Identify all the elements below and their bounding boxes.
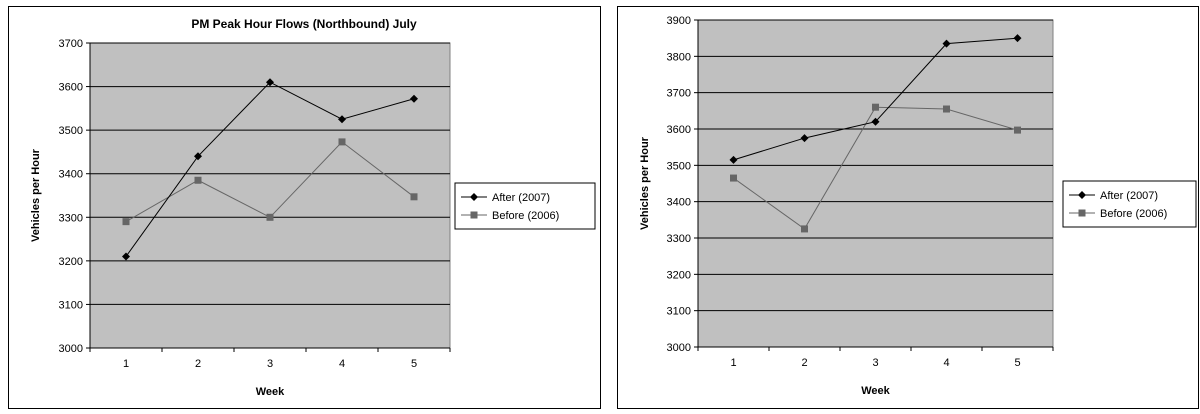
pm-peak-chart: PM Peak Hour Flows (Northbound) July 3000… xyxy=(30,17,596,398)
y-tick-label: 3300 xyxy=(667,233,691,245)
data-point-after xyxy=(942,39,951,48)
chart-title: PM Peak Hour Flows (Northbound) July xyxy=(191,17,417,31)
data-point-after xyxy=(871,117,880,126)
y-tick-label: 3400 xyxy=(667,197,691,209)
x-axis-title: Week xyxy=(256,386,285,398)
data-point-before xyxy=(801,225,808,233)
y-tick-label: 3100 xyxy=(667,306,691,318)
legend-box xyxy=(1062,180,1197,228)
x-tick-label: 5 xyxy=(411,358,417,370)
x-tick-label: 4 xyxy=(339,358,345,370)
chart-panel-am-southbound: AM Peak Hour Flows (Southbound) July3000… xyxy=(617,6,1199,409)
y-axis-title: Vehicles per Hour xyxy=(30,148,42,242)
y-tick-label: 3200 xyxy=(667,269,691,281)
y-tick-label: 3300 xyxy=(59,212,83,224)
data-point-before xyxy=(194,176,202,184)
y-tick-label: 3600 xyxy=(59,82,83,94)
data-point-before xyxy=(122,218,130,226)
data-point-after xyxy=(800,134,809,143)
plot-area xyxy=(89,42,451,349)
data-point-after xyxy=(194,152,202,161)
data-point-before xyxy=(943,105,950,113)
data-point-before xyxy=(410,193,418,201)
y-tick-label: 3900 xyxy=(667,15,691,27)
legend-marker-diamond xyxy=(1078,191,1086,199)
x-tick-label: 3 xyxy=(872,357,878,369)
plot-area xyxy=(697,19,1054,348)
x-tick-label: 2 xyxy=(195,358,201,370)
y-axis-title: Vehicles per Hour xyxy=(639,136,651,230)
y-tick-label: 3500 xyxy=(59,125,83,137)
data-point-after xyxy=(122,252,130,261)
x-axis-title: Week xyxy=(861,385,890,397)
data-point-after xyxy=(729,155,738,164)
y-tick-label: 3700 xyxy=(667,88,691,100)
data-point-before xyxy=(338,138,346,146)
y-tick-label: 3400 xyxy=(59,169,83,181)
x-tick-label: 5 xyxy=(1014,357,1020,369)
legend-label: Before (2006) xyxy=(492,210,559,222)
y-tick-label: 3800 xyxy=(667,51,691,63)
data-point-after xyxy=(410,94,418,103)
x-tick-label: 1 xyxy=(730,357,736,369)
x-tick-label: 4 xyxy=(943,357,949,369)
legend-marker-square xyxy=(1078,209,1086,217)
data-point-before xyxy=(1014,126,1021,134)
data-point-after xyxy=(1013,34,1022,43)
chart-panel-pm-northbound: PM Peak Hour Flows (Northbound) July 3000… xyxy=(8,6,601,409)
data-point-before xyxy=(730,174,737,182)
y-tick-label: 3000 xyxy=(59,343,83,355)
data-point-before xyxy=(266,213,274,221)
x-tick-label: 3 xyxy=(267,358,273,370)
data-point-before xyxy=(872,103,879,111)
legend-marker-square xyxy=(470,211,478,219)
x-tick-label: 1 xyxy=(123,358,129,370)
legend-label: After (2007) xyxy=(1100,190,1158,202)
legend-marker-diamond xyxy=(470,193,478,201)
y-tick-label: 3600 xyxy=(667,124,691,136)
data-point-after xyxy=(266,78,274,87)
am-peak-chart: AM Peak Hour Flows (Southbound) July3000… xyxy=(639,15,1197,397)
y-tick-label: 3700 xyxy=(59,38,83,50)
x-tick-label: 2 xyxy=(801,357,807,369)
y-tick-label: 3200 xyxy=(59,256,83,268)
y-tick-label: 3100 xyxy=(59,299,83,311)
y-tick-label: 3000 xyxy=(667,342,691,354)
legend-box xyxy=(454,182,596,230)
y-tick-label: 3500 xyxy=(667,160,691,172)
legend-label: After (2007) xyxy=(492,192,550,204)
data-point-after xyxy=(338,115,346,124)
legend-label: Before (2006) xyxy=(1100,208,1167,220)
